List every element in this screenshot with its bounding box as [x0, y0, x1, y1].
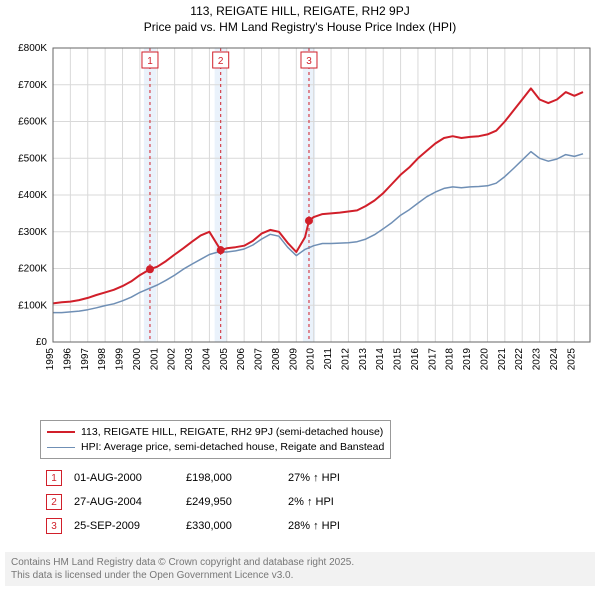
- svg-text:2006: 2006: [236, 348, 247, 371]
- svg-text:2001: 2001: [149, 348, 160, 371]
- svg-text:2009: 2009: [288, 348, 299, 371]
- event-marker: 2: [40, 490, 68, 514]
- svg-text:2004: 2004: [201, 348, 212, 371]
- chart-title-block: 113, REIGATE HILL, REIGATE, RH2 9PJ Pric…: [0, 0, 600, 35]
- svg-text:2020: 2020: [479, 348, 490, 371]
- svg-text:2017: 2017: [427, 348, 438, 371]
- svg-text:2018: 2018: [445, 348, 456, 371]
- event-date: 27-AUG-2004: [68, 490, 180, 514]
- event-row: 227-AUG-2004£249,9502% ↑ HPI: [40, 490, 384, 514]
- price-chart: £0 £100K £200K £300K £400K £500K £600K £700K £80…: [5, 42, 595, 412]
- page-root: 113, REIGATE HILL, REIGATE, RH2 9PJ Pric…: [0, 0, 600, 590]
- svg-text:2011: 2011: [323, 348, 334, 370]
- svg-text:2015: 2015: [393, 348, 404, 371]
- svg-text:£700K: £700K: [18, 80, 47, 91]
- svg-text:3: 3: [306, 56, 312, 67]
- events-table: 101-AUG-2000£198,00027% ↑ HPI227-AUG-200…: [40, 466, 384, 538]
- svg-text:2019: 2019: [462, 348, 473, 371]
- legend-row-price-paid: 113, REIGATE HILL, REIGATE, RH2 9PJ (sem…: [47, 425, 384, 440]
- svg-text:2013: 2013: [358, 348, 369, 371]
- svg-text:2003: 2003: [184, 348, 195, 371]
- svg-text:2025: 2025: [566, 348, 577, 371]
- svg-text:1996: 1996: [62, 348, 73, 371]
- svg-text:1999: 1999: [115, 348, 126, 371]
- chart-title-line2: Price paid vs. HM Land Registry's House …: [0, 20, 600, 36]
- event-delta: 28% ↑ HPI: [282, 514, 384, 538]
- footer-attribution: Contains HM Land Registry data © Crown c…: [5, 552, 595, 586]
- svg-text:£0: £0: [36, 337, 48, 348]
- legend-swatch-hpi: [47, 447, 75, 448]
- svg-text:2016: 2016: [410, 348, 421, 371]
- svg-text:2: 2: [218, 56, 224, 67]
- svg-text:2014: 2014: [375, 348, 386, 371]
- legend-row-hpi: HPI: Average price, semi-detached house,…: [47, 440, 384, 455]
- svg-text:2002: 2002: [167, 348, 178, 371]
- event-marker: 3: [40, 514, 68, 538]
- legend-label-price-paid: 113, REIGATE HILL, REIGATE, RH2 9PJ (sem…: [81, 425, 383, 440]
- svg-text:£600K: £600K: [18, 117, 47, 128]
- event-row: 101-AUG-2000£198,00027% ↑ HPI: [40, 466, 384, 490]
- chart-container: £0 £100K £200K £300K £400K £500K £600K £700K £80…: [5, 42, 595, 412]
- svg-text:1995: 1995: [45, 348, 56, 371]
- svg-text:2008: 2008: [271, 348, 282, 371]
- svg-text:2005: 2005: [219, 348, 230, 371]
- svg-text:£800K: £800K: [18, 43, 47, 54]
- svg-text:£500K: £500K: [18, 153, 47, 164]
- legend-label-hpi: HPI: Average price, semi-detached house,…: [81, 440, 384, 455]
- svg-text:2000: 2000: [132, 348, 143, 371]
- svg-text:1998: 1998: [97, 348, 108, 371]
- svg-text:1: 1: [147, 56, 153, 67]
- event-price: £330,000: [180, 514, 282, 538]
- svg-text:2021: 2021: [497, 348, 508, 371]
- svg-text:2007: 2007: [254, 348, 265, 371]
- footer-line2: This data is licensed under the Open Gov…: [11, 569, 589, 582]
- chart-title-line1: 113, REIGATE HILL, REIGATE, RH2 9PJ: [0, 4, 600, 20]
- event-delta: 2% ↑ HPI: [282, 490, 384, 514]
- svg-text:2023: 2023: [532, 348, 543, 371]
- event-price: £249,950: [180, 490, 282, 514]
- svg-text:£100K: £100K: [18, 300, 47, 311]
- legend-swatch-price-paid: [47, 431, 75, 433]
- svg-text:£300K: £300K: [18, 227, 47, 238]
- footer-line1: Contains HM Land Registry data © Crown c…: [11, 556, 589, 569]
- event-marker: 1: [40, 466, 68, 490]
- event-delta: 27% ↑ HPI: [282, 466, 384, 490]
- svg-text:£200K: £200K: [18, 264, 47, 275]
- svg-text:2010: 2010: [306, 348, 317, 371]
- event-date: 01-AUG-2000: [68, 466, 180, 490]
- svg-text:2024: 2024: [549, 348, 560, 371]
- svg-text:2012: 2012: [340, 348, 351, 371]
- event-date: 25-SEP-2009: [68, 514, 180, 538]
- event-price: £198,000: [180, 466, 282, 490]
- svg-text:2022: 2022: [514, 348, 525, 371]
- svg-text:£400K: £400K: [18, 190, 47, 201]
- event-row: 325-SEP-2009£330,00028% ↑ HPI: [40, 514, 384, 538]
- legend: 113, REIGATE HILL, REIGATE, RH2 9PJ (sem…: [40, 420, 391, 459]
- svg-text:1997: 1997: [80, 348, 91, 371]
